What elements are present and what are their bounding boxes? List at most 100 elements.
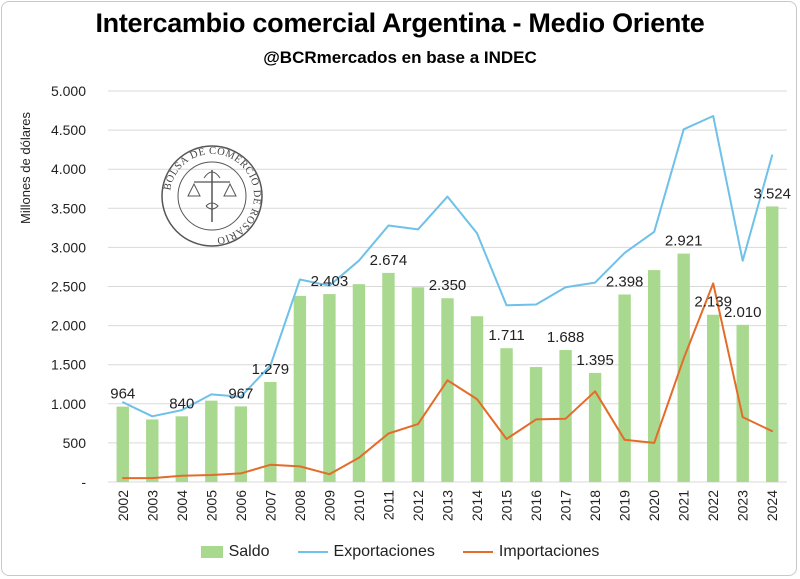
exportaciones-point	[476, 232, 478, 235]
saldo-bar	[323, 294, 336, 482]
x-tick-label: 2012	[410, 490, 426, 521]
x-tick-label: 2023	[735, 490, 751, 521]
y-tick-label: 5.000	[51, 83, 86, 99]
exportaciones-point	[623, 252, 626, 254]
y-tick-label: 2.000	[51, 318, 86, 334]
saldo-bar	[677, 253, 690, 482]
y-tick-label: 1.500	[51, 357, 86, 373]
x-tick-label: 2020	[646, 490, 662, 521]
x-tick-label: 2013	[440, 490, 456, 521]
x-tick-label: 2021	[676, 490, 692, 521]
saldo-bar	[411, 287, 425, 482]
exportaciones-point	[299, 278, 301, 281]
exportaciones-point	[535, 303, 537, 306]
exportaciones-point	[653, 230, 655, 233]
importaciones-point	[328, 473, 331, 475]
importaciones-point	[417, 423, 419, 425]
exportaciones-point	[594, 281, 596, 284]
saldo-data-label: 2.403	[311, 273, 349, 290]
saldo-bar	[766, 206, 779, 482]
exportaciones-point	[712, 115, 714, 117]
series-lines	[121, 115, 774, 480]
exportaciones-point	[269, 364, 272, 367]
x-tick-label: 2002	[115, 490, 131, 521]
x-tick-label: 2019	[617, 490, 633, 521]
saldo-data-label: 2.674	[370, 252, 408, 269]
legend-item-exportaciones: Exportaciones	[297, 543, 435, 561]
x-tick-label: 2009	[321, 490, 337, 521]
importaciones-point	[741, 416, 744, 418]
x-tick-label: 2008	[292, 490, 308, 521]
x-tick-label: 2015	[499, 490, 515, 521]
legend-swatch-importaciones	[462, 551, 493, 553]
x-axis-ticks: 2002 2003 2004 2005 2006 2007 2008 2009 2010 2011…	[115, 490, 780, 521]
x-tick-label: 2005	[203, 490, 219, 521]
saldo-bar	[264, 381, 277, 482]
exportaciones-point	[771, 154, 774, 156]
exportaciones-point	[328, 284, 331, 287]
saldo-bar	[205, 400, 218, 482]
y-tick-label: 4.500	[51, 122, 86, 138]
importaciones-point	[181, 474, 183, 477]
saldo-data-label: 1.395	[576, 352, 614, 369]
y-tick-label: 3.000	[51, 239, 86, 255]
saldo-data-label: 1.711	[488, 327, 524, 344]
saldo-bar	[500, 348, 513, 482]
saldo-data-label: 2.139	[694, 294, 732, 311]
saldo-bar	[293, 295, 307, 482]
exportaciones-point	[741, 259, 744, 262]
saldo-data-label: 840	[169, 395, 194, 412]
exportaciones-point	[417, 228, 419, 231]
importaciones-point	[240, 472, 242, 475]
x-tick-label: 2014	[469, 490, 485, 521]
saldo-data-label: 2.921	[665, 233, 703, 250]
exportaciones-point	[505, 304, 508, 307]
saldo-bar	[146, 419, 159, 482]
importaciones-point	[210, 474, 213, 476]
saldo-data-label: 2.350	[429, 277, 467, 294]
importaciones-point	[505, 438, 508, 440]
y-axis-label: Millones de dólares	[18, 112, 33, 225]
bar-data-labels: 964 840 967 1.279 2.403 2.674 2.350 1.711 1.688 1…	[110, 185, 791, 412]
y-tick-label: 2.500	[51, 279, 86, 295]
exportaciones-point	[682, 128, 685, 131]
y-tick-label: 3.500	[51, 200, 86, 216]
saldo-bar	[618, 294, 631, 482]
importaciones-point	[623, 438, 626, 441]
x-tick-label: 2017	[558, 490, 574, 521]
x-tick-label: 2016	[528, 490, 544, 521]
legend-label-exportaciones: Exportaciones	[333, 543, 435, 560]
saldo-data-label: 2.398	[606, 273, 644, 290]
importaciones-point	[151, 477, 154, 479]
importaciones-point	[269, 463, 272, 466]
importaciones-point	[121, 477, 124, 479]
importaciones-point	[476, 398, 478, 400]
x-tick-label: 2011	[380, 490, 396, 520]
exportaciones-point	[181, 409, 183, 411]
saldo-bar	[706, 314, 720, 482]
x-tick-label: 2006	[233, 490, 249, 521]
importaciones-point	[564, 417, 567, 420]
y-tick-label: 500	[63, 435, 87, 451]
saldo-bar	[441, 298, 454, 482]
legend-label-importaciones: Importaciones	[498, 543, 600, 560]
exportaciones-point	[446, 195, 449, 198]
legend-swatch-exportaciones	[297, 551, 328, 553]
exportaciones-point	[210, 393, 213, 396]
importaciones-point	[387, 432, 390, 435]
saldo-bar	[234, 406, 248, 482]
x-tick-label: 2007	[262, 490, 278, 521]
importaciones-point	[653, 442, 655, 444]
y-tick-label: 4.000	[51, 161, 86, 177]
chart-legend: Saldo Exportaciones Importaciones	[0, 543, 800, 561]
saldo-bar	[588, 372, 602, 482]
importaciones-point	[594, 390, 596, 393]
exportaciones-point	[151, 415, 154, 418]
x-tick-label: 2003	[144, 490, 160, 521]
saldo-bar	[736, 324, 749, 482]
exportaciones-point	[387, 224, 390, 227]
x-tick-label: 2024	[764, 490, 780, 521]
saldo-data-label: 967	[228, 385, 253, 402]
saldo-data-label: 1.279	[252, 361, 290, 378]
